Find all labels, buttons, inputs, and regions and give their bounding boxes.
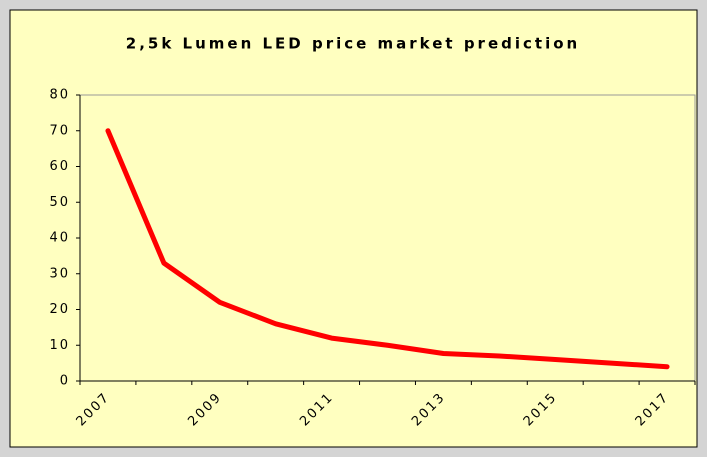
chart-title: 2,5k Lumen LED price market prediction — [126, 35, 580, 53]
y-tick-label: 40 — [49, 231, 70, 246]
y-tick-label: 70 — [49, 123, 70, 138]
chart-panel — [9, 9, 698, 448]
y-tick-label: 20 — [49, 302, 70, 317]
y-tick-label: 0 — [60, 374, 70, 389]
y-tick-label: 80 — [49, 88, 70, 103]
y-tick-label: 60 — [49, 159, 70, 174]
y-tick-label: 10 — [49, 338, 70, 353]
y-tick-label: 50 — [49, 195, 70, 210]
line-series — [105, 128, 670, 370]
y-tick-label: 30 — [49, 266, 70, 281]
